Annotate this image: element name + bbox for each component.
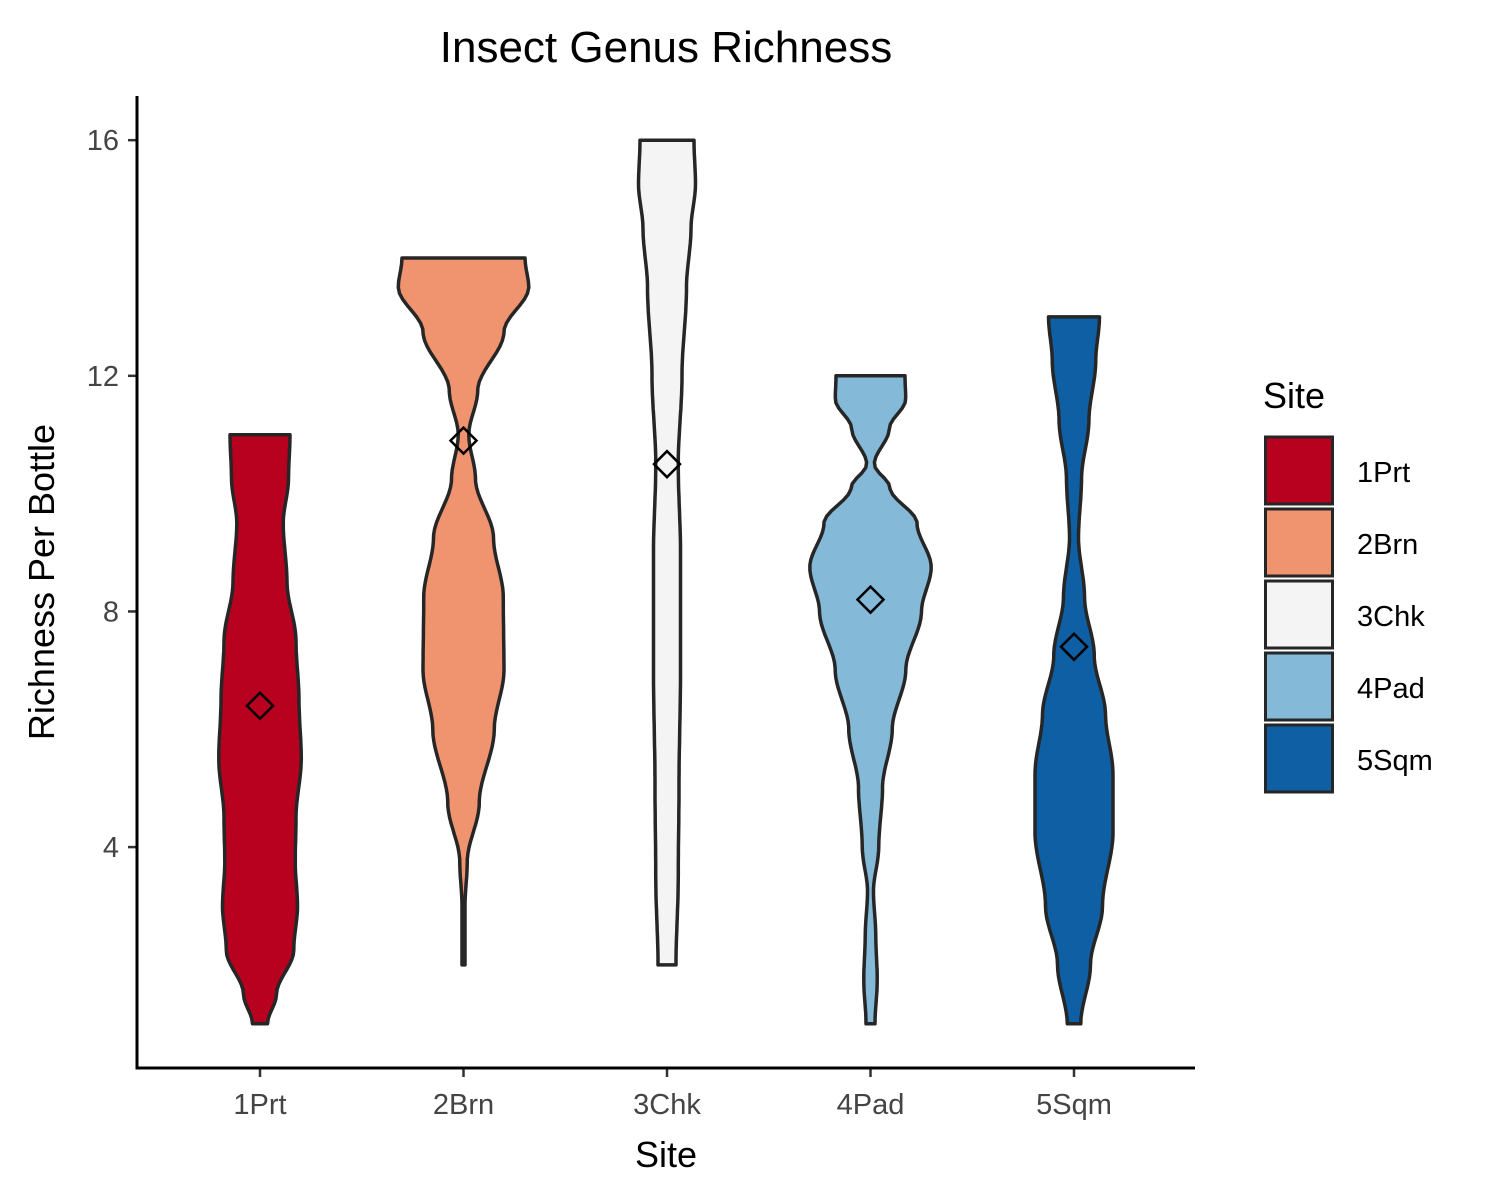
legend-swatch-3Chk (1264, 579, 1334, 650)
legend-swatch-5Sqm (1264, 723, 1334, 794)
y-tick-label: 8 (103, 596, 119, 628)
x-axis-title: Site (635, 1134, 697, 1175)
violin-5Sqm (1033, 315, 1115, 1026)
chart-title: Insect Genus Richness (440, 23, 892, 72)
legend-swatch-4Pad (1264, 651, 1334, 722)
legend-label-1Prt: 1Prt (1357, 457, 1410, 489)
x-tick-label: 4Pad (837, 1089, 905, 1121)
legend-label-3Chk: 3Chk (1357, 601, 1425, 633)
legend-swatch-2Brn (1264, 507, 1334, 578)
x-tick-label: 5Sqm (1036, 1089, 1112, 1121)
x-tick-label: 1Prt (233, 1089, 286, 1121)
legend: Site 1Prt 2Brn 3Chk 4Pad 5Sqm (1263, 375, 1433, 794)
mean-marker-2Brn (448, 425, 479, 456)
legend-label-4Pad: 4Pad (1357, 673, 1425, 705)
legend-swatch-1Prt (1264, 435, 1334, 506)
violin-2Brn (396, 256, 531, 967)
y-tick-label: 16 (87, 125, 119, 157)
x-tick-label: 2Brn (433, 1089, 494, 1121)
violin-3Chk (636, 138, 698, 967)
legend-label-5Sqm: 5Sqm (1357, 745, 1433, 777)
plot-area (217, 138, 1115, 1026)
violin-1Prt (217, 432, 304, 1026)
legend-label-2Brn: 2Brn (1357, 529, 1418, 561)
mean-marker-4Pad (855, 584, 886, 615)
y-tick-label: 4 (103, 832, 119, 864)
x-axis-ticks: 1Prt 2Brn 3Chk 4Pad 5Sqm (233, 1068, 1112, 1121)
mean-marker-3Chk (652, 449, 682, 479)
violin-4Pad (808, 374, 933, 1026)
y-axis-ticks: 4 8 12 16 (87, 125, 137, 864)
mean-marker-5Sqm (1059, 632, 1089, 662)
y-axis-title: Richness Per Bottle (21, 424, 62, 740)
mean-marker-1Prt (245, 690, 275, 721)
legend-title: Site (1263, 375, 1325, 416)
y-tick-label: 12 (87, 361, 119, 393)
x-tick-label: 3Chk (633, 1089, 701, 1121)
